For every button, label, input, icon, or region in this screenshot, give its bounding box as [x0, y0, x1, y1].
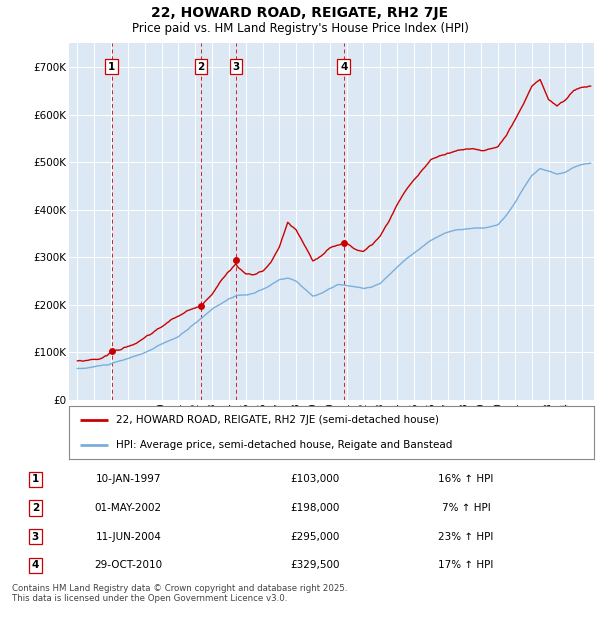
Text: 7% ↑ HPI: 7% ↑ HPI [442, 503, 490, 513]
Text: 10-JAN-1997: 10-JAN-1997 [95, 474, 161, 484]
Text: 2: 2 [32, 503, 39, 513]
Text: 1: 1 [108, 61, 115, 71]
Text: 29-OCT-2010: 29-OCT-2010 [94, 560, 163, 570]
Text: 22, HOWARD ROAD, REIGATE, RH2 7JE: 22, HOWARD ROAD, REIGATE, RH2 7JE [151, 6, 449, 20]
Text: £103,000: £103,000 [290, 474, 339, 484]
Text: 4: 4 [340, 61, 347, 71]
Text: 1: 1 [32, 474, 39, 484]
Text: 2: 2 [197, 61, 205, 71]
Text: 3: 3 [32, 532, 39, 542]
Text: 23% ↑ HPI: 23% ↑ HPI [438, 532, 494, 542]
Text: 4: 4 [32, 560, 39, 570]
Text: Price paid vs. HM Land Registry's House Price Index (HPI): Price paid vs. HM Land Registry's House … [131, 22, 469, 35]
Text: HPI: Average price, semi-detached house, Reigate and Banstead: HPI: Average price, semi-detached house,… [116, 440, 452, 450]
Text: 3: 3 [233, 61, 240, 71]
Text: £198,000: £198,000 [290, 503, 340, 513]
Text: 11-JUN-2004: 11-JUN-2004 [95, 532, 161, 542]
Text: 01-MAY-2002: 01-MAY-2002 [95, 503, 162, 513]
Text: Contains HM Land Registry data © Crown copyright and database right 2025.
This d: Contains HM Land Registry data © Crown c… [12, 584, 347, 603]
Text: 17% ↑ HPI: 17% ↑ HPI [438, 560, 494, 570]
Text: £295,000: £295,000 [290, 532, 340, 542]
Text: 16% ↑ HPI: 16% ↑ HPI [438, 474, 494, 484]
Text: 22, HOWARD ROAD, REIGATE, RH2 7JE (semi-detached house): 22, HOWARD ROAD, REIGATE, RH2 7JE (semi-… [116, 415, 439, 425]
Text: £329,500: £329,500 [290, 560, 340, 570]
